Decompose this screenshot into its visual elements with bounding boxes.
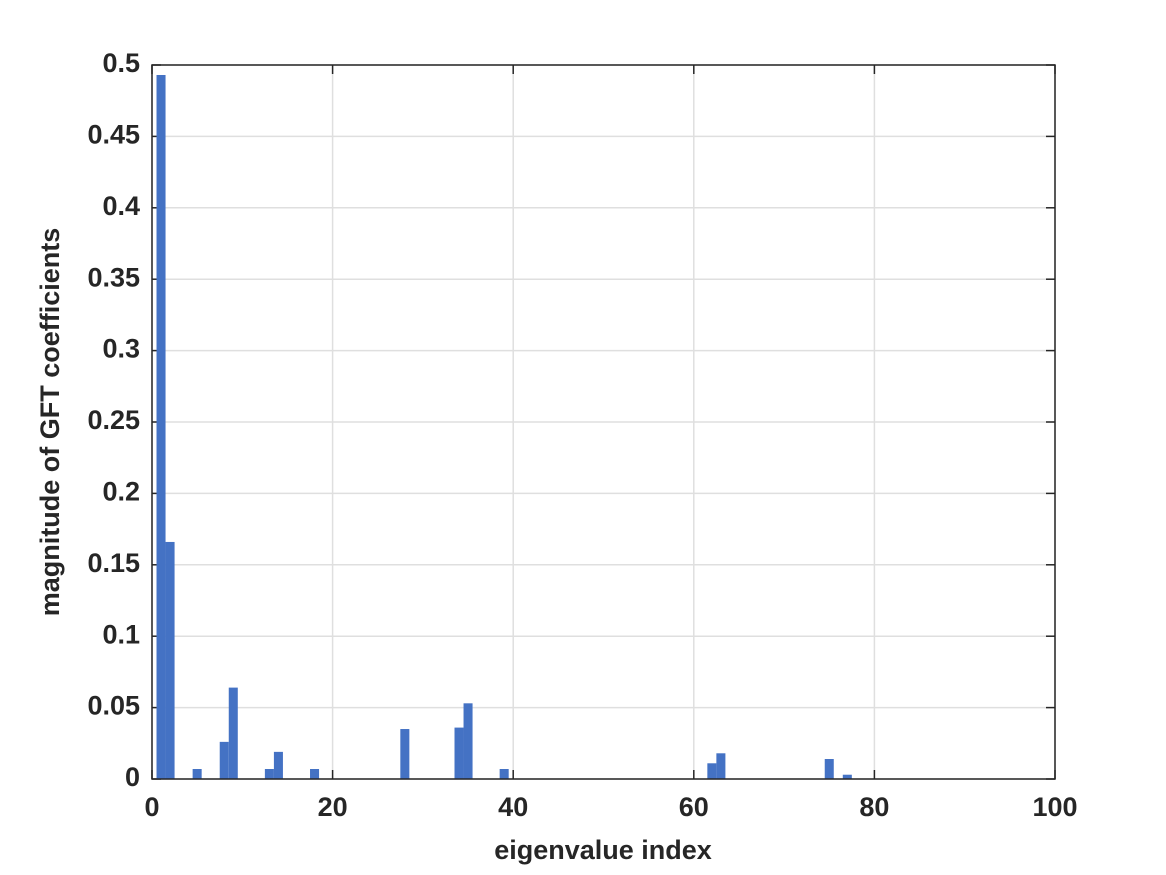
- y-tick-label: 0.3: [102, 334, 140, 364]
- x-tick-label: 40: [498, 792, 528, 822]
- y-tick-label: 0: [125, 762, 140, 792]
- plot-frame: [151, 64, 1056, 780]
- bar: [499, 769, 509, 779]
- y-tick-label: 0.15: [87, 548, 140, 578]
- bar: [264, 769, 274, 779]
- x-tick-label: 100: [1032, 792, 1077, 822]
- bar: [156, 74, 166, 780]
- y-tick-label: 0.4: [102, 191, 140, 221]
- bar: [219, 741, 229, 779]
- y-tick-label: 0.5: [102, 48, 140, 78]
- bar: [310, 769, 320, 779]
- y-axis-label: magnitude of GFT coefficients: [35, 228, 65, 617]
- bar: [707, 763, 717, 779]
- bar: [824, 759, 834, 779]
- bar: [463, 703, 473, 779]
- x-tick-label: 60: [679, 792, 709, 822]
- bar: [192, 769, 202, 779]
- y-tick-label: 0.35: [87, 262, 140, 292]
- y-tick-label: 0.2: [102, 477, 140, 507]
- x-tick-label: 20: [318, 792, 348, 822]
- y-tick-label: 0.05: [87, 691, 140, 721]
- bar: [273, 751, 283, 779]
- y-tick-label: 0.1: [102, 619, 140, 649]
- x-tick-label: 80: [859, 792, 889, 822]
- y-tick-label: 0.25: [87, 405, 140, 435]
- bar: [400, 729, 410, 779]
- x-tick-label: 0: [144, 792, 159, 822]
- x-axis-label: eigenvalue index: [494, 835, 712, 865]
- bar: [842, 774, 852, 779]
- bar: [228, 687, 238, 779]
- bar: [165, 541, 175, 779]
- bar: [716, 753, 726, 779]
- y-tick-label: 0.45: [87, 120, 140, 150]
- bar: [454, 727, 464, 779]
- grid: [151, 64, 1056, 780]
